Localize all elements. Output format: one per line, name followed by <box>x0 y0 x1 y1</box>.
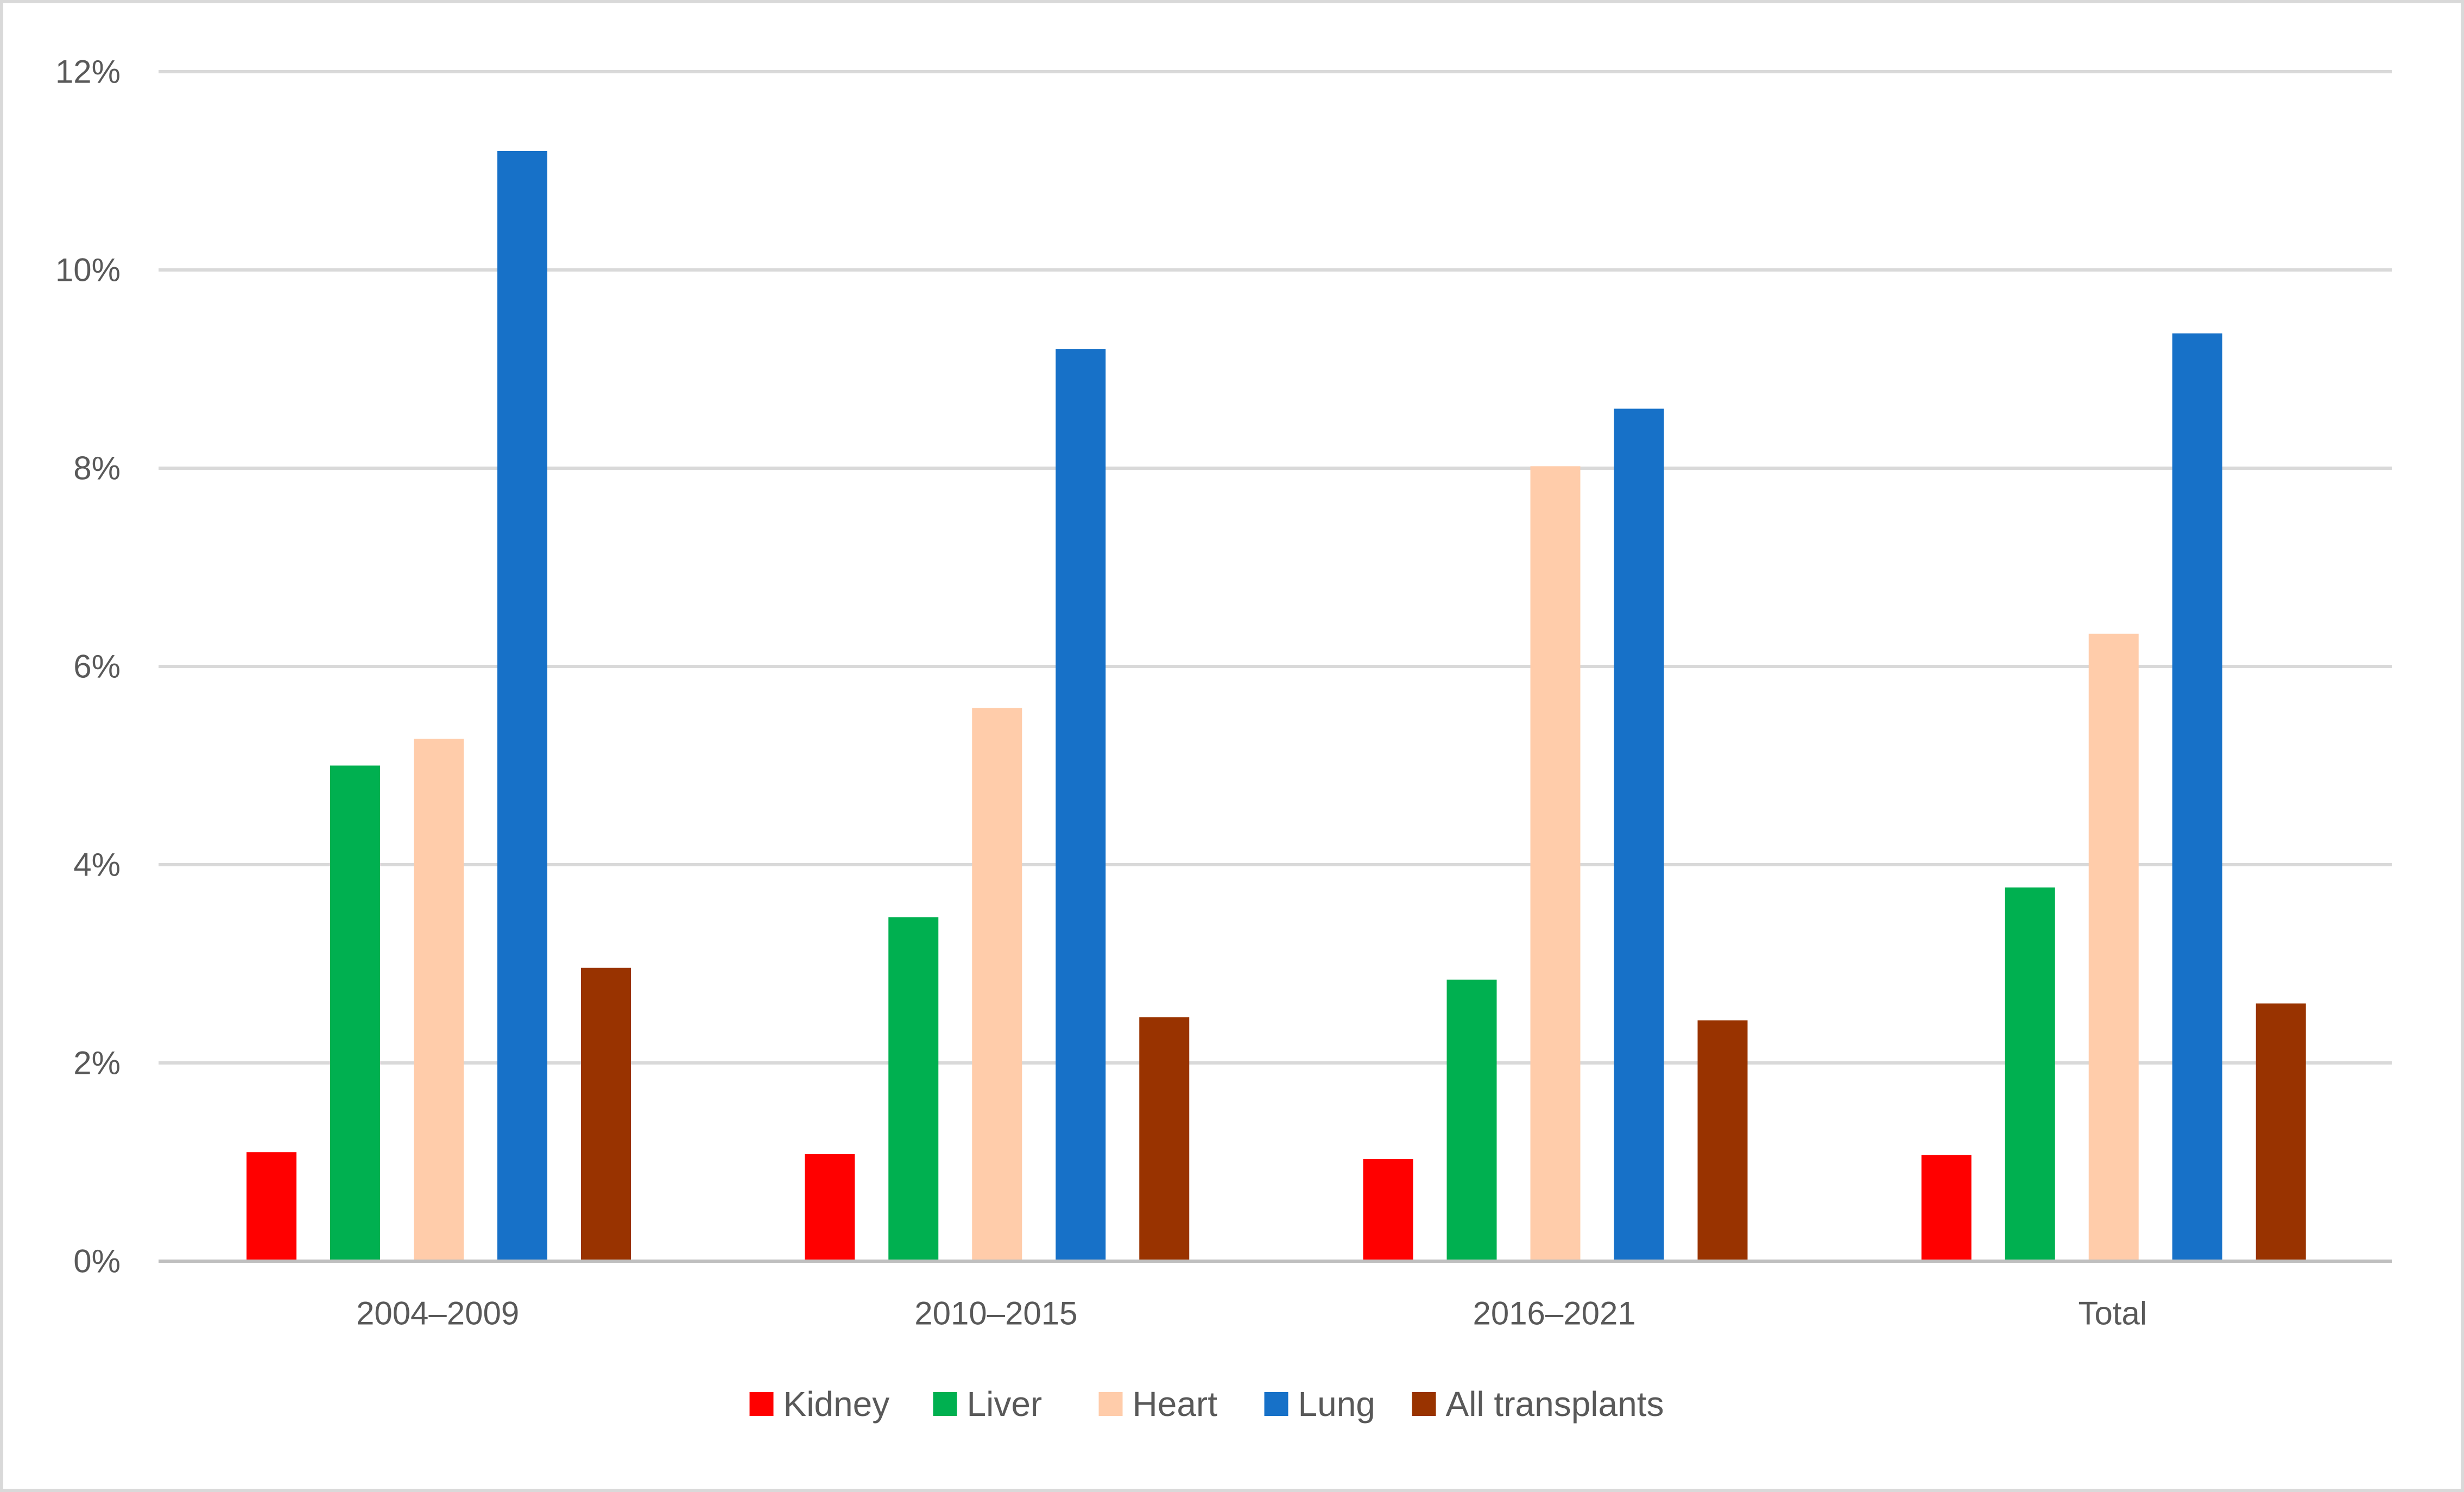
legend-swatch <box>933 1392 957 1416</box>
bar-heart <box>2088 633 2139 1261</box>
legend-item: All transplants <box>1412 1384 1664 1424</box>
bar-kidney <box>247 1152 296 1261</box>
y-tick-label: 6% <box>73 649 121 685</box>
y-tick-label: 0% <box>73 1243 121 1280</box>
bar-all-transplants <box>1139 1017 1190 1261</box>
legend-swatch <box>1412 1392 1436 1416</box>
bar-liver <box>1446 979 1497 1261</box>
bar-heart <box>972 708 1022 1261</box>
legend-item: Lung <box>1264 1384 1375 1424</box>
bar-lung <box>497 151 547 1261</box>
legend-item: Kidney <box>749 1384 890 1424</box>
bar-heart <box>1530 466 1581 1261</box>
bar-kidney <box>805 1154 855 1261</box>
legend-label: Heart <box>1133 1384 1218 1424</box>
legend-label: Kidney <box>784 1384 890 1424</box>
bar-liver <box>888 917 939 1261</box>
bar-all-transplants <box>1697 1020 1748 1261</box>
x-tick-label: Total <box>2078 1295 2147 1332</box>
bar-all-transplants <box>581 967 631 1261</box>
bar-all-transplants <box>2255 1003 2306 1261</box>
bars <box>247 151 2306 1261</box>
legend: Kidney Liver Heart Lung All transplants <box>749 1384 1664 1424</box>
bar-liver <box>2005 887 2055 1261</box>
legend-swatch <box>1098 1392 1123 1416</box>
x-axis-tick-labels: 2004–2009 2010–2015 2016–2021 Total <box>356 1295 2147 1332</box>
x-tick-label: 2016–2021 <box>1473 1295 1635 1332</box>
bar-heart <box>414 739 464 1261</box>
bar-lung <box>1614 408 1664 1261</box>
legend-item: Liver <box>933 1384 1043 1424</box>
y-tick-label: 4% <box>73 847 121 883</box>
bar-liver <box>330 765 380 1261</box>
y-tick-label: 8% <box>73 450 121 487</box>
legend-label: Liver <box>967 1384 1043 1424</box>
bar-kidney <box>1363 1159 1413 1261</box>
bar-lung <box>2172 333 2222 1261</box>
bar-kidney <box>1921 1155 1972 1261</box>
y-axis-tick-labels: 0% 2% 4% 6% 8% 10% 12% <box>55 54 121 1280</box>
legend-swatch <box>749 1392 774 1416</box>
x-tick-label: 2010–2015 <box>914 1295 1077 1332</box>
legend-label: All transplants <box>1446 1384 1664 1424</box>
legend-item: Heart <box>1098 1384 1218 1424</box>
legend-swatch <box>1264 1392 1288 1416</box>
y-tick-label: 12% <box>55 54 121 90</box>
y-tick-label: 2% <box>73 1045 121 1081</box>
y-tick-label: 10% <box>55 252 121 288</box>
x-tick-label: 2004–2009 <box>356 1295 519 1332</box>
bar-lung <box>1056 349 1106 1261</box>
legend-label: Lung <box>1298 1384 1375 1424</box>
